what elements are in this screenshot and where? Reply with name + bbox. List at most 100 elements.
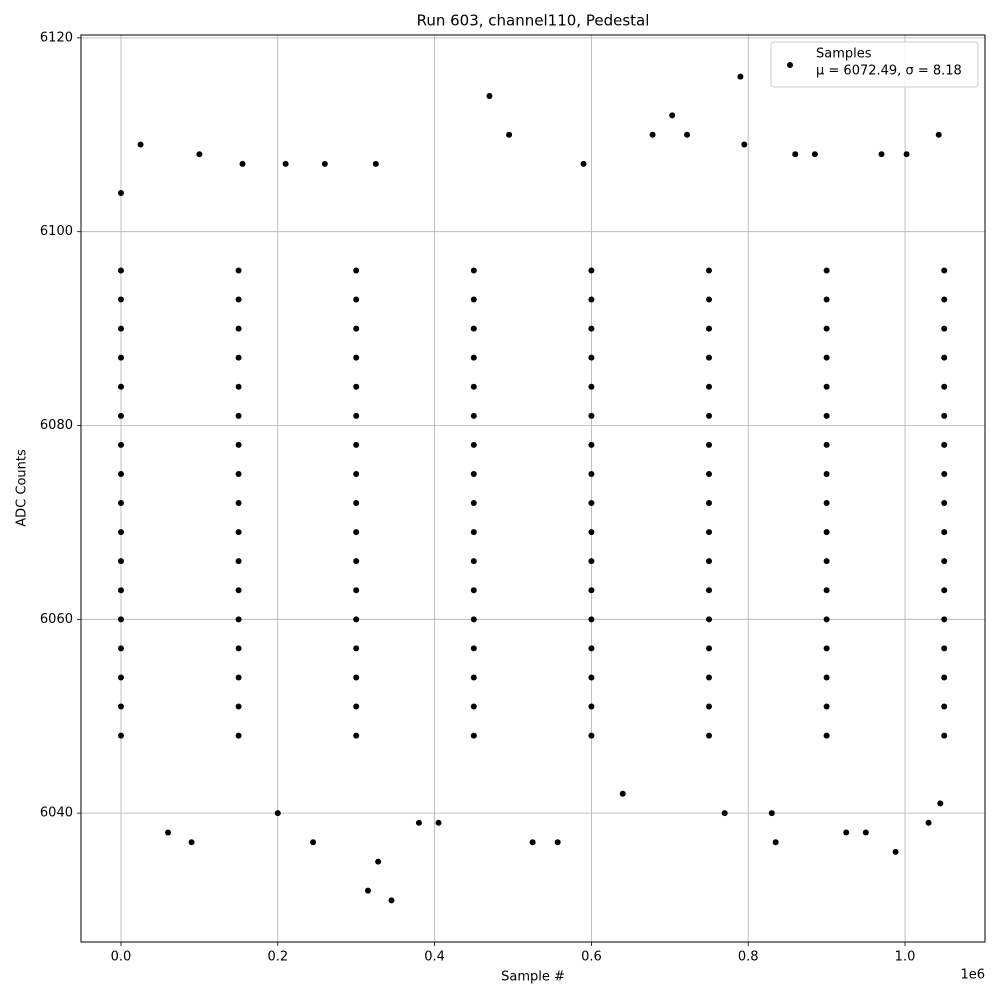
point (235, 267, 242, 274)
point (235, 354, 242, 361)
point (235, 325, 242, 332)
chart-title: Run 603, channel110, Pedestal (417, 12, 650, 30)
point (768, 810, 775, 817)
point (310, 839, 317, 846)
point (353, 674, 360, 681)
point (741, 141, 748, 148)
point (684, 131, 691, 138)
point (117, 616, 124, 623)
point (588, 529, 595, 536)
point (878, 151, 885, 158)
point (823, 674, 830, 681)
plot-frame (80, 34, 986, 943)
point (823, 500, 830, 507)
point (649, 131, 656, 138)
point (353, 296, 360, 303)
point (372, 160, 379, 167)
point (117, 325, 124, 332)
point (823, 383, 830, 390)
point (823, 558, 830, 565)
point (941, 354, 948, 361)
y-tick-label: 6120 (40, 30, 73, 45)
point (588, 441, 595, 448)
x-offset-text: 1e6 (960, 968, 985, 983)
point (470, 674, 477, 681)
point (470, 732, 477, 739)
point (470, 616, 477, 623)
point (353, 412, 360, 419)
point (353, 732, 360, 739)
point (823, 296, 830, 303)
point (941, 674, 948, 681)
x-tick-label: 0.4 (424, 950, 445, 965)
point (823, 529, 830, 536)
point (486, 93, 493, 100)
point (235, 470, 242, 477)
point (117, 674, 124, 681)
point (823, 703, 830, 710)
ticks: 0.0 0.2 0.4 0.6 0.8 1.0 6040 6060 6080 6100 6120 (40, 30, 915, 964)
y-tick-label: 6100 (40, 224, 73, 239)
point (235, 587, 242, 594)
point (470, 325, 477, 332)
point (580, 160, 587, 167)
point (239, 160, 246, 167)
point (353, 441, 360, 448)
point (706, 529, 713, 536)
point (706, 703, 713, 710)
point (117, 296, 124, 303)
point (941, 529, 948, 536)
point (470, 558, 477, 565)
point (235, 529, 242, 536)
point (117, 383, 124, 390)
point (470, 470, 477, 477)
point (470, 645, 477, 652)
point (588, 645, 595, 652)
point (353, 267, 360, 274)
point (941, 412, 948, 419)
point (772, 839, 779, 846)
point (588, 558, 595, 565)
point (235, 732, 242, 739)
point (588, 470, 595, 477)
x-tick-label: 0.2 (267, 950, 288, 965)
point (588, 732, 595, 739)
point (235, 441, 242, 448)
point (117, 267, 124, 274)
point (941, 325, 948, 332)
point (925, 819, 932, 826)
point (903, 151, 910, 158)
point (737, 73, 744, 80)
x-tick-label: 0.0 (111, 950, 132, 965)
x-tick-label: 1.0 (895, 950, 916, 965)
point (470, 500, 477, 507)
point (588, 325, 595, 332)
point (823, 645, 830, 652)
point (375, 858, 382, 865)
x-tick-label: 0.6 (581, 950, 602, 965)
point (706, 383, 713, 390)
point (588, 354, 595, 361)
point (706, 645, 713, 652)
point (470, 267, 477, 274)
point (588, 500, 595, 507)
point (235, 412, 242, 419)
point (588, 674, 595, 681)
point (721, 810, 728, 817)
point (470, 296, 477, 303)
point (117, 441, 124, 448)
point (529, 839, 536, 846)
point (706, 354, 713, 361)
point (706, 412, 713, 419)
point (706, 296, 713, 303)
y-axis-label: ADC Counts (15, 449, 30, 527)
point (706, 500, 713, 507)
point (706, 674, 713, 681)
point (235, 383, 242, 390)
point (353, 383, 360, 390)
point (862, 829, 869, 836)
point (235, 296, 242, 303)
point (706, 325, 713, 332)
point (941, 645, 948, 652)
